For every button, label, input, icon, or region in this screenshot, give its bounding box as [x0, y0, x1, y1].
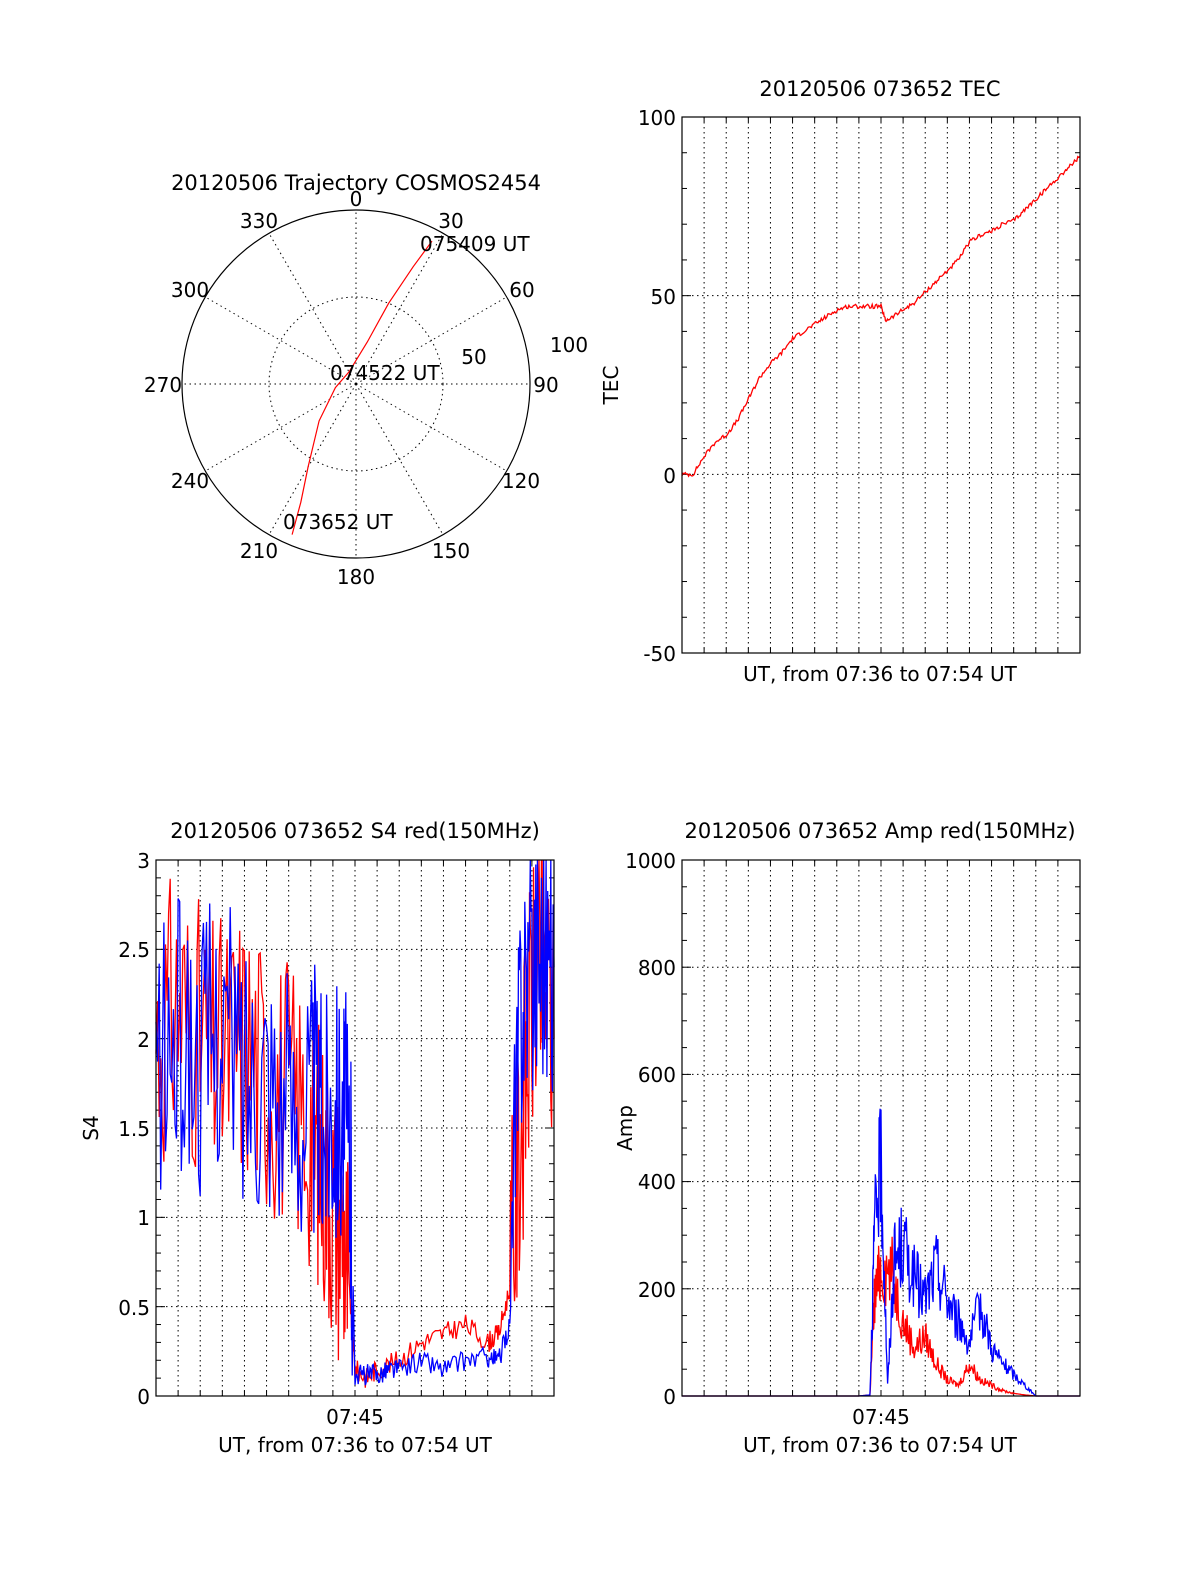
radius-label-50: 50	[461, 345, 486, 369]
tec-ytick-50: 50	[651, 285, 676, 309]
amp-xtick-0745: 07:45	[852, 1405, 910, 1429]
polar-spoke	[205, 296, 357, 385]
tec-panel: 20120506 073652 TEC 100 50 0 -50 TEC UT,…	[599, 77, 1081, 686]
amp-ytick-1000: 1000	[625, 849, 676, 873]
angle-label-0: 0	[350, 187, 363, 211]
s4-ylabel: S4	[79, 1115, 103, 1140]
amp-xlabel: UT, from 07:36 to 07:54 UT	[743, 1433, 1018, 1457]
s4-ytick-0.5: 0.5	[118, 1296, 150, 1320]
polar-ring	[268, 296, 444, 472]
trajectory-panel: 20120506 Trajectory COSMOS2454 0 30 60 9…	[144, 171, 588, 589]
angle-label-270: 270	[144, 373, 182, 397]
polar-spoke	[355, 296, 507, 385]
polar-spoke	[268, 383, 357, 535]
angle-label-30: 30	[438, 209, 463, 233]
s4-series-blue	[155, 859, 555, 1386]
angle-label-300: 300	[171, 278, 209, 302]
tec-ytick-neg50: -50	[643, 642, 676, 666]
polar-spoke	[355, 233, 444, 385]
polar-spoke	[355, 383, 507, 472]
angle-label-210: 210	[240, 539, 278, 563]
tec-title: 20120506 073652 TEC	[759, 77, 1000, 101]
tec-plot-frame	[681, 116, 1081, 654]
tec-grid	[682, 116, 1080, 654]
tec-ytick-100: 100	[638, 106, 676, 130]
amp-series-blue	[682, 1108, 1080, 1397]
polar-spoke	[205, 383, 357, 472]
amp-ylabel: Amp	[613, 1105, 637, 1151]
trajectory-series	[291, 240, 433, 535]
s4-title: 20120506 073652 S4 red(150MHz)	[170, 819, 540, 843]
tec-ytick-0: 0	[663, 464, 676, 488]
polar-spoke	[355, 383, 444, 535]
tec-ylabel: TEC	[599, 366, 623, 406]
angle-label-330: 330	[240, 209, 278, 233]
annotation-073652: 073652 UT	[283, 510, 393, 534]
amp-panel: 20120506 073652 Amp red(150MHz) 1000 800…	[613, 819, 1081, 1457]
angle-label-180: 180	[337, 565, 375, 589]
tec-series-red	[681, 155, 1081, 478]
s4-ytick-1: 1	[137, 1206, 150, 1230]
tec-xlabel: UT, from 07:36 to 07:54 UT	[743, 662, 1018, 686]
s4-panel: 20120506 073652 S4 red(150MHz) 3 2.5 2 1…	[79, 819, 555, 1457]
s4-grid	[156, 859, 554, 1397]
amp-ytick-0: 0	[663, 1385, 676, 1409]
s4-series-red	[155, 859, 555, 1388]
amp-plot-frame	[681, 859, 1081, 1397]
amp-ytick-200: 200	[638, 1278, 676, 1302]
angle-label-90: 90	[533, 373, 558, 397]
s4-plot-frame	[155, 859, 555, 1397]
trajectory-title: 20120506 Trajectory COSMOS2454	[171, 171, 541, 195]
s4-ytick-1.5: 1.5	[118, 1117, 150, 1141]
polar-grid	[182, 210, 530, 558]
amp-ytick-400: 400	[638, 1170, 676, 1194]
s4-ytick-0: 0	[137, 1385, 150, 1409]
s4-xtick-0745: 07:45	[326, 1405, 384, 1429]
polar-outer-ring	[181, 209, 531, 559]
annotation-075409: 075409 UT	[420, 232, 530, 256]
amp-ytick-800: 800	[638, 956, 676, 980]
angle-label-60: 60	[509, 278, 534, 302]
s4-xlabel: UT, from 07:36 to 07:54 UT	[218, 1433, 493, 1457]
annotation-074522: 074522 UT	[330, 361, 440, 385]
angle-label-150: 150	[432, 539, 470, 563]
amp-ytick-600: 600	[638, 1063, 676, 1087]
amp-title: 20120506 073652 Amp red(150MHz)	[684, 819, 1075, 843]
polar-spoke	[268, 233, 357, 385]
s4-ytick-3: 3	[137, 849, 150, 873]
angle-label-120: 120	[502, 469, 540, 493]
radius-label-100: 100	[550, 333, 588, 357]
polar-angle-labels: 0 30 60 90 120 150 180 210 240 270 300 3…	[144, 187, 588, 589]
s4-ytick-2.5: 2.5	[118, 938, 150, 962]
s4-ytick-2: 2	[137, 1028, 150, 1052]
angle-label-240: 240	[171, 469, 209, 493]
